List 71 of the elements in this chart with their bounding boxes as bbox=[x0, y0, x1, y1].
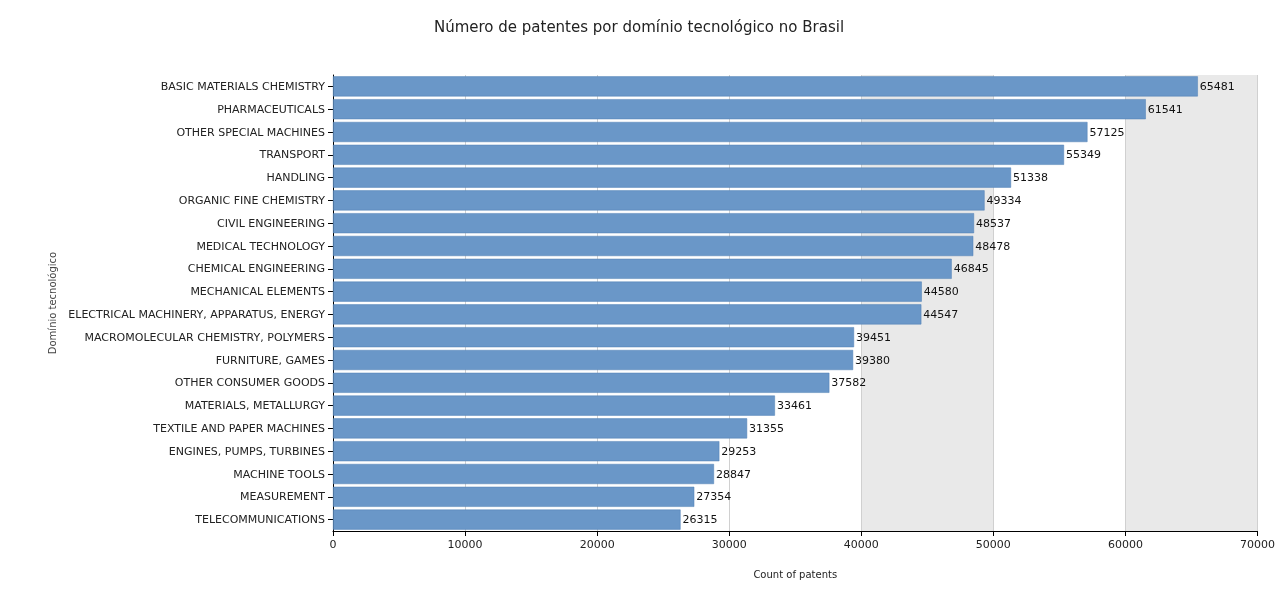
y-tick-label: HANDLING bbox=[266, 171, 325, 185]
x-tick-label: 0 bbox=[329, 538, 337, 551]
bar bbox=[333, 486, 695, 507]
y-tick-label: ELECTRICAL MACHINERY, APPARATUS, ENERGY bbox=[68, 307, 326, 321]
bar bbox=[333, 167, 1012, 188]
x-tick-label: 40000 bbox=[843, 538, 879, 551]
data-label: 48537 bbox=[976, 216, 1012, 230]
bar bbox=[333, 418, 748, 439]
bar bbox=[333, 509, 681, 530]
x-tick-label: 20000 bbox=[579, 538, 615, 551]
y-tick-label: PHARMACEUTICALS bbox=[217, 102, 326, 116]
x-tick-label: 50000 bbox=[975, 538, 1011, 551]
bar bbox=[333, 441, 720, 462]
y-tick-label: OTHER CONSUMER GOODS bbox=[174, 376, 326, 390]
data-label: 33461 bbox=[776, 399, 812, 413]
data-label: 29253 bbox=[721, 444, 757, 458]
data-label: 28847 bbox=[715, 467, 751, 481]
y-tick-label: TRANSPORT bbox=[258, 148, 326, 162]
y-tick-label: TEXTILE AND PAPER MACHINES bbox=[152, 421, 325, 435]
y-tick-label: MEDICAL TECHNOLOGY bbox=[196, 239, 326, 253]
y-tick-label: CHEMICAL ENGINEERING bbox=[187, 262, 325, 276]
x-tick-label: 70000 bbox=[1240, 538, 1275, 551]
bar bbox=[333, 99, 1146, 120]
bar bbox=[333, 304, 922, 325]
bar bbox=[333, 349, 854, 371]
data-label: 37582 bbox=[831, 376, 867, 390]
data-label: 39380 bbox=[855, 353, 891, 367]
y-tick-label: MATERIALS, METALLURGY bbox=[184, 399, 326, 413]
bar bbox=[333, 258, 952, 279]
data-label: 48478 bbox=[975, 239, 1011, 253]
y-tick-label: TELECOMMUNICATIONS bbox=[194, 513, 326, 527]
x-tick-label: 60000 bbox=[1107, 538, 1143, 551]
data-label: 27354 bbox=[696, 490, 732, 504]
bar bbox=[333, 121, 1088, 143]
y-tick-label: OTHER SPECIAL MACHINES bbox=[176, 125, 326, 139]
data-label: 44580 bbox=[923, 285, 959, 299]
data-label: 49334 bbox=[986, 193, 1022, 207]
data-label: 57125 bbox=[1089, 125, 1125, 139]
bar bbox=[333, 235, 974, 257]
data-label: 46845 bbox=[953, 262, 989, 276]
x-tick-label: 30000 bbox=[711, 538, 747, 551]
data-label: 44547 bbox=[923, 307, 959, 321]
y-axis-title: Domínio tecnológico bbox=[46, 251, 58, 355]
y-tick-label: MACHINE TOOLS bbox=[233, 467, 326, 481]
bar bbox=[333, 144, 1065, 165]
x-tick-label: 10000 bbox=[447, 538, 483, 551]
bar bbox=[333, 213, 975, 234]
x-axis-title: Count of patents bbox=[753, 568, 838, 580]
bar bbox=[333, 463, 714, 485]
chart-title: Número de patentes por domínio tecnológico no Brasil bbox=[433, 17, 845, 36]
data-label: 39451 bbox=[856, 330, 892, 344]
y-tick-label: ENGINES, PUMPS, TURBINES bbox=[168, 444, 325, 458]
bar bbox=[333, 76, 1198, 97]
data-label: 55349 bbox=[1066, 148, 1102, 162]
bar bbox=[333, 281, 922, 302]
y-tick-label: MECHANICAL ELEMENTS bbox=[190, 285, 326, 299]
data-label: 65481 bbox=[1199, 79, 1235, 93]
y-tick-label: BASIC MATERIALS CHEMISTRY bbox=[160, 79, 326, 93]
bar bbox=[333, 190, 985, 211]
y-tick-label: ORGANIC FINE CHEMISTRY bbox=[178, 193, 326, 207]
data-label: 61541 bbox=[1147, 102, 1183, 116]
y-tick-label: CIVIL ENGINEERING bbox=[216, 216, 325, 230]
y-tick-label: MACROMOLECULAR CHEMISTRY, POLYMERS bbox=[84, 330, 326, 344]
data-label: 26315 bbox=[682, 513, 718, 527]
data-label: 31355 bbox=[749, 421, 785, 435]
bar bbox=[333, 372, 830, 393]
y-tick-label: MEASUREMENT bbox=[240, 490, 326, 504]
bar bbox=[333, 327, 855, 348]
y-tick-label: FURNITURE, GAMES bbox=[215, 353, 326, 367]
bar bbox=[333, 395, 775, 416]
data-label: 51338 bbox=[1013, 171, 1049, 185]
